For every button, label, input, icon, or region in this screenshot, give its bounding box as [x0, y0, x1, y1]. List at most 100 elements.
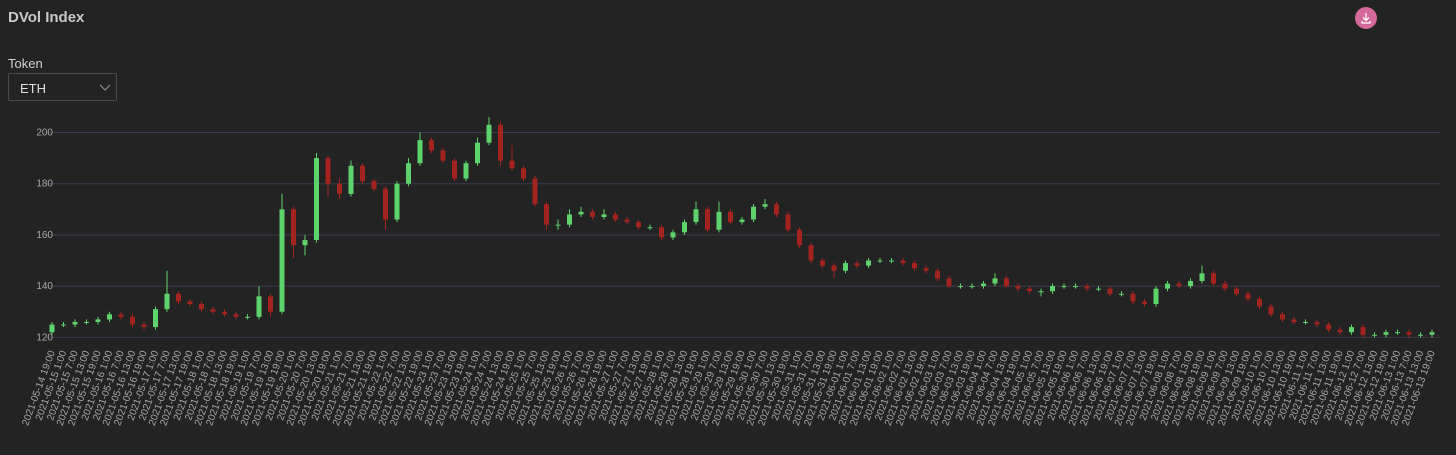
candle-body	[797, 229, 802, 246]
candle-body	[245, 316, 250, 318]
candle-body	[302, 240, 308, 246]
candle-body	[900, 260, 906, 264]
download-button[interactable]	[1355, 7, 1377, 29]
candle-body	[314, 158, 319, 241]
candle-body	[348, 165, 354, 194]
candle-body	[1084, 286, 1090, 289]
candle-body	[567, 214, 572, 225]
candle-body	[279, 209, 285, 312]
candle-body	[452, 160, 457, 179]
candle-body	[49, 324, 55, 333]
candle-body	[1326, 324, 1331, 330]
candle-body	[233, 314, 239, 317]
dropdown-chevron	[99, 84, 111, 91]
candle-body	[1245, 293, 1251, 299]
candle-body	[521, 168, 526, 179]
candle-body	[463, 163, 469, 179]
candle-body	[1222, 283, 1228, 289]
candle-body	[693, 209, 699, 223]
candle-body	[291, 209, 296, 246]
candle-body	[831, 265, 837, 271]
candle-body	[1337, 329, 1343, 333]
candle-body	[1130, 293, 1136, 302]
candle-body	[164, 293, 170, 310]
y-tick-label: 140	[36, 281, 53, 292]
candle-body	[1199, 273, 1205, 281]
candle-body	[946, 278, 952, 287]
candle-body	[889, 260, 894, 262]
token-value: ETH	[20, 81, 46, 96]
candle-body	[1050, 286, 1055, 292]
candle-body	[222, 311, 227, 315]
candle-body	[1372, 334, 1377, 336]
candle-body	[544, 204, 549, 225]
candle-body	[1360, 327, 1366, 335]
candle-body	[84, 321, 89, 323]
candle-body	[1004, 278, 1009, 287]
candle-body	[1061, 286, 1067, 288]
y-tick-label: 200	[36, 127, 53, 138]
candle-body	[1280, 314, 1285, 320]
candle-body	[843, 263, 848, 271]
candle-body	[1314, 321, 1320, 325]
candle-body	[72, 321, 78, 325]
candle-body	[1303, 321, 1308, 323]
candle-body	[1027, 288, 1032, 292]
candle-body	[1429, 332, 1435, 335]
candle-body	[1383, 332, 1389, 335]
candle-body	[1176, 283, 1182, 287]
candle-body	[61, 324, 66, 326]
candle-body	[728, 211, 733, 223]
candle-body	[958, 286, 963, 288]
candle-body	[360, 165, 365, 182]
candle-body	[1119, 293, 1124, 295]
candle-body	[590, 211, 595, 217]
candle-body	[130, 316, 135, 325]
candle-body	[1015, 286, 1021, 289]
candle-body	[682, 222, 687, 233]
token-label: Token	[8, 56, 43, 71]
candle-body	[406, 163, 411, 184]
candle-body	[578, 211, 584, 215]
candle-body	[1188, 280, 1193, 287]
candle-body	[153, 309, 158, 328]
candle-body	[187, 301, 193, 305]
candle-body	[739, 219, 745, 223]
candle-body	[118, 314, 124, 317]
token-dropdown[interactable]: ETH	[8, 73, 117, 101]
candle-body	[1165, 283, 1170, 289]
candle-body	[1291, 319, 1297, 322]
candle-body	[1038, 291, 1044, 293]
candle-body	[808, 245, 814, 261]
candle-body	[371, 181, 377, 189]
candle-body	[95, 319, 101, 322]
candle-body	[1096, 288, 1101, 290]
candle-body	[210, 309, 216, 312]
candle-body	[854, 263, 860, 266]
candle-body	[716, 211, 722, 230]
candle-body	[613, 214, 618, 220]
candle-body	[1418, 334, 1423, 336]
candle-body	[1349, 327, 1354, 333]
candle-body	[1395, 332, 1400, 334]
candle-body	[981, 283, 986, 287]
candle-body	[475, 142, 480, 164]
candle-body	[751, 206, 756, 220]
candle-body	[532, 178, 538, 205]
candle-body	[774, 204, 779, 215]
candle-body	[969, 286, 975, 288]
candle-body	[601, 214, 607, 217]
candle-body	[762, 204, 768, 207]
candle-body	[1107, 288, 1113, 294]
candle-body	[107, 314, 112, 320]
candle-body	[268, 296, 273, 312]
y-tick-label: 180	[36, 179, 53, 190]
candle-body	[417, 140, 423, 164]
candle-body	[383, 188, 388, 220]
y-tick-label: 120	[36, 332, 53, 343]
candle-body	[337, 183, 342, 194]
candle-body	[1234, 288, 1239, 294]
candle-body	[877, 260, 883, 262]
candle-body	[498, 124, 503, 161]
